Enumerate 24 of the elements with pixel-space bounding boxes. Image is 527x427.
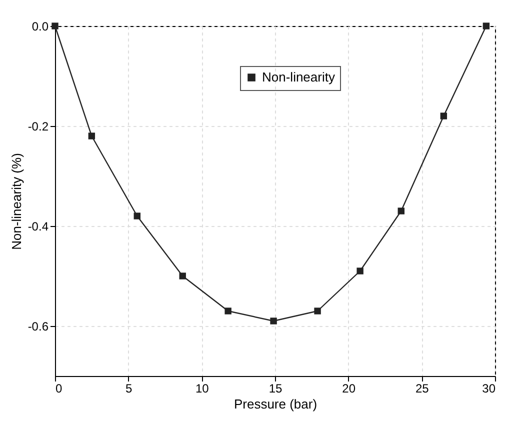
x-tick-label: 10: [195, 382, 210, 396]
y-axis-title: Non-linearity (%): [8, 153, 24, 250]
x-tick-label: 0: [56, 382, 62, 396]
x-axis-title: Pressure (bar): [234, 396, 318, 412]
legend-label: Non-linearity: [262, 70, 336, 84]
x-tick-label: 15: [268, 382, 282, 396]
point: [88, 132, 96, 140]
y-tick-label: -0.2: [28, 120, 49, 134]
point: [482, 22, 490, 30]
y-tick-label: -0.6: [28, 320, 49, 334]
point: [270, 318, 277, 324]
x-tick-label: 30: [482, 382, 496, 396]
point: [224, 308, 232, 314]
point: [398, 208, 404, 214]
point: [314, 308, 321, 314]
point: [440, 112, 448, 120]
point: [134, 212, 140, 220]
x-tick-label: 25: [415, 382, 430, 396]
x-tick-label: 20: [342, 382, 356, 396]
point: [179, 272, 186, 280]
y-tick-label: 0.0: [32, 20, 49, 34]
point: [356, 268, 364, 274]
y-tick-label: -0.4: [28, 220, 49, 234]
x-tick-label: 5: [125, 382, 132, 396]
